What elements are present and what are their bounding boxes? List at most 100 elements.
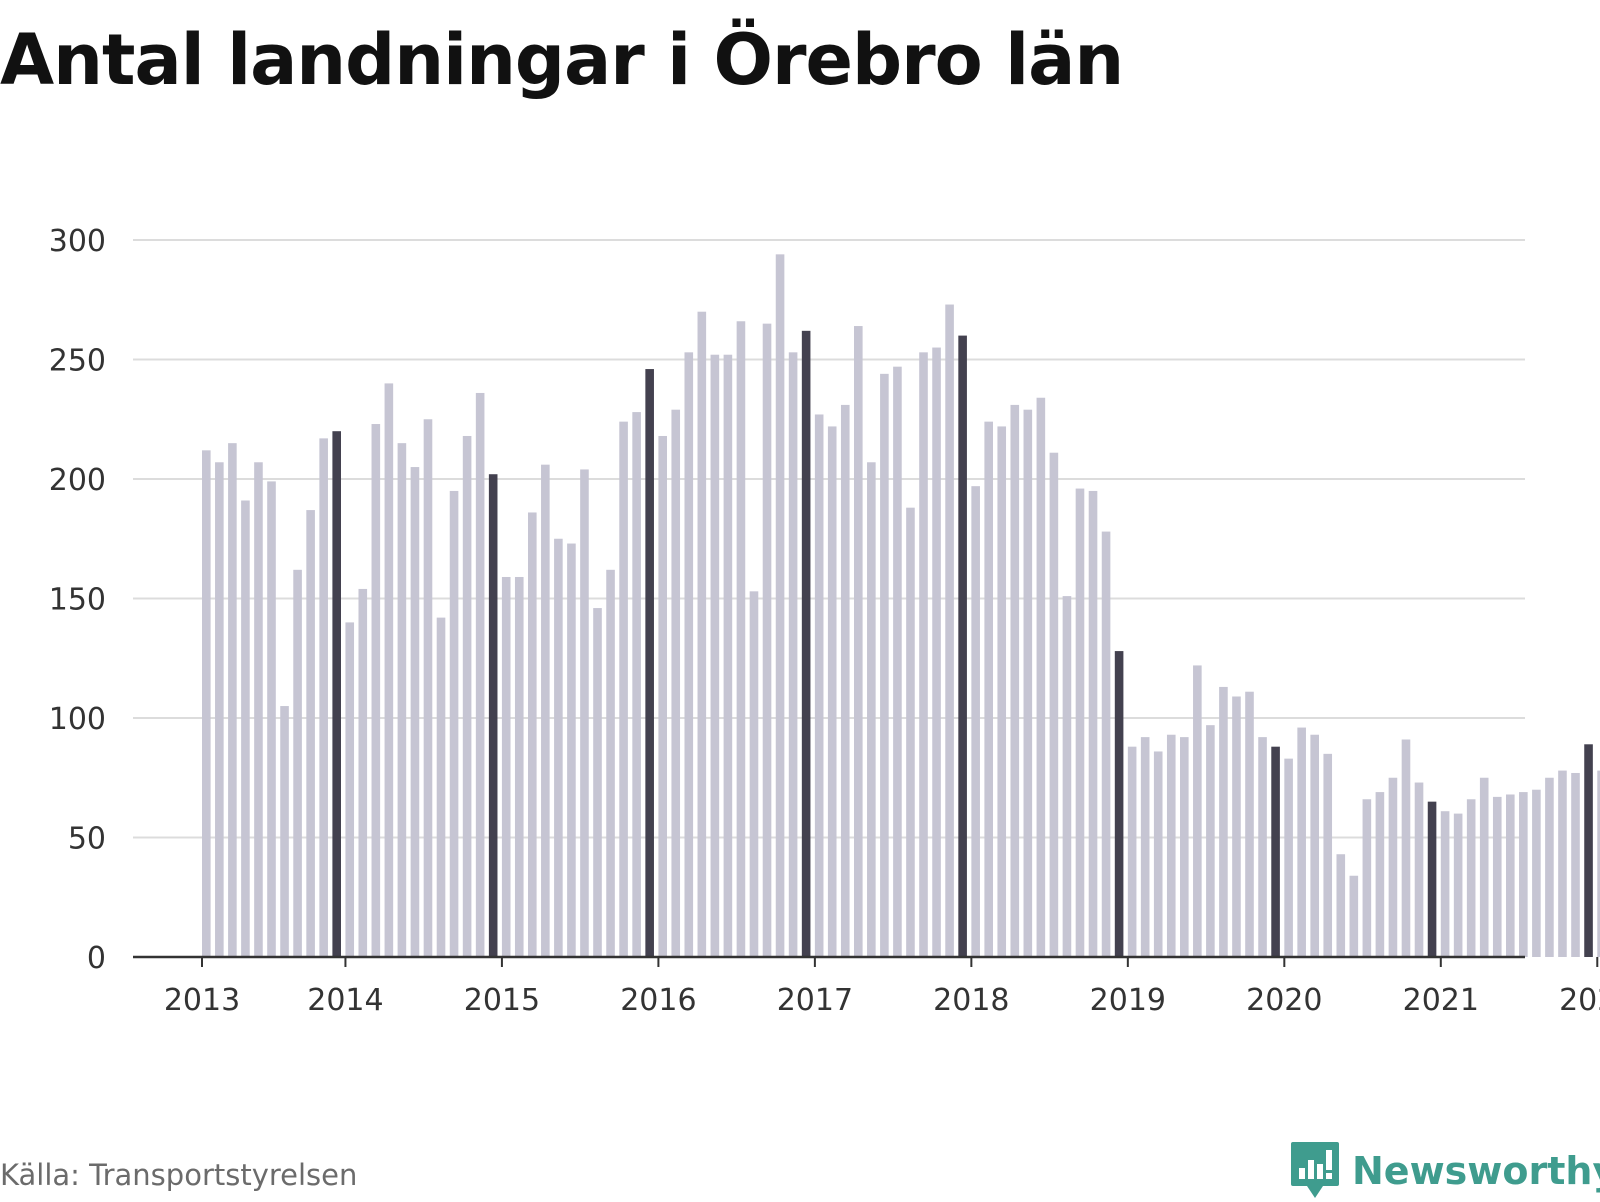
bar (1414, 782, 1424, 957)
bar (1010, 404, 1020, 957)
bar (1401, 739, 1411, 957)
bar (788, 352, 798, 958)
bar (958, 335, 967, 958)
bar (280, 706, 289, 957)
x-tick-label: 2019 (1090, 983, 1166, 1018)
bar (1180, 737, 1189, 957)
bar (1127, 746, 1137, 957)
bar (358, 588, 368, 957)
bar (932, 347, 941, 957)
bar (710, 354, 720, 958)
bar (1558, 770, 1567, 957)
bar (906, 507, 915, 957)
bar (397, 443, 407, 957)
bar (1571, 772, 1580, 957)
bar (723, 354, 733, 958)
y-axis-ticks: 0 50 100 150 200 250 300 (49, 224, 106, 976)
bar (1310, 734, 1319, 957)
bar (1506, 794, 1515, 957)
bar (671, 409, 681, 957)
bar (215, 462, 224, 957)
y-tick-label: 250 (49, 344, 106, 379)
bar (1492, 796, 1502, 957)
bar (332, 431, 341, 957)
bar (267, 481, 276, 957)
y-tick-label: 300 (49, 224, 106, 259)
bar (1062, 596, 1072, 957)
x-tick-label: 2015 (464, 983, 540, 1018)
x-tick-label: 2022 (1559, 983, 1600, 1018)
bar (697, 311, 707, 957)
bar (528, 512, 537, 957)
bar (319, 438, 328, 957)
bar (1023, 409, 1033, 957)
bar (1323, 753, 1333, 957)
x-tick-label: 2013 (164, 983, 240, 1018)
x-tick-label: 2014 (307, 983, 383, 1018)
bar (1258, 737, 1267, 957)
bar (1049, 452, 1059, 957)
bar (658, 435, 667, 958)
bar (1479, 777, 1489, 957)
bar (619, 421, 628, 957)
x-axis: 2013 2014 2015 2016 2017 2018 2019 2020 2021 2022 (133, 955, 1600, 1018)
bar (684, 352, 694, 958)
bar (1193, 665, 1202, 957)
bar (945, 304, 954, 957)
bar (306, 510, 315, 957)
bar (384, 383, 394, 957)
bar (1519, 792, 1528, 957)
x-tick-label: 2018 (933, 983, 1009, 1018)
bar (1427, 801, 1437, 957)
y-tick-label: 150 (49, 583, 106, 618)
bar (893, 366, 902, 957)
bar (1440, 811, 1450, 957)
bar (1114, 651, 1124, 957)
bar (436, 617, 446, 957)
bar (501, 576, 511, 957)
bar (1584, 744, 1593, 957)
bar (462, 435, 472, 958)
brand-name: Newsworthy (1352, 1149, 1600, 1193)
bar (1466, 799, 1476, 957)
y-tick-label: 200 (49, 463, 106, 498)
bar (749, 591, 759, 957)
bar (1101, 531, 1111, 957)
bar (1140, 737, 1150, 957)
bar (827, 426, 837, 957)
bar (801, 330, 811, 957)
bar (984, 421, 993, 957)
bar (840, 404, 850, 957)
bar (541, 464, 550, 957)
bar (1297, 727, 1306, 957)
brand-logo: Newsworthy (1290, 1140, 1600, 1202)
bar (1219, 686, 1228, 957)
bar (854, 326, 863, 957)
bar (1232, 696, 1241, 957)
bar (1532, 789, 1541, 957)
bar (762, 323, 772, 957)
bar (410, 467, 420, 957)
bar (1284, 758, 1293, 957)
bar (1036, 397, 1046, 957)
newsworthy-logo-icon (1291, 1142, 1339, 1198)
y-tick-label: 50 (68, 822, 106, 857)
bar (580, 469, 589, 957)
bar (736, 321, 746, 957)
bar (1088, 490, 1098, 957)
bar (488, 474, 498, 957)
bar (345, 622, 355, 957)
bar (567, 543, 576, 957)
source-note: Källa: Transportstyrelsen (0, 1158, 358, 1192)
bar (1362, 799, 1372, 957)
y-tick-label: 0 (87, 941, 106, 976)
bar (645, 369, 654, 957)
bar (880, 373, 889, 958)
bars (202, 254, 1600, 958)
bar (1375, 792, 1385, 957)
bar (202, 450, 211, 957)
bar (1075, 488, 1085, 957)
bar (241, 500, 250, 957)
bar (423, 419, 433, 957)
